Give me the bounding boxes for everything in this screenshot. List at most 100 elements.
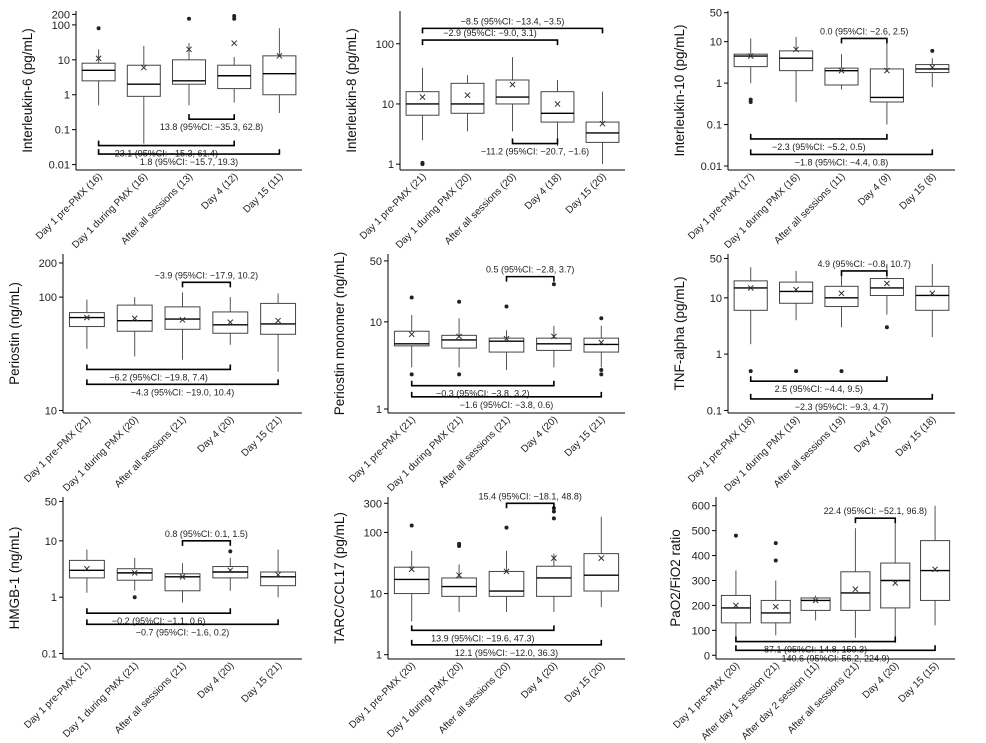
bracket-line (410, 639, 603, 646)
box-5 (260, 293, 297, 372)
box-iqr (488, 337, 525, 353)
outlier-point (599, 372, 604, 377)
outlier-point (551, 516, 556, 521)
mean-marker (456, 333, 463, 340)
box-4 (869, 263, 904, 330)
box-2 (116, 557, 153, 600)
comparison-bracket: −1.8 (95%CI: −4.4, 0.8) (749, 149, 934, 167)
comparison-bracket: −4.3 (95%CI: −19.0, 10.4) (86, 379, 279, 397)
y-tick-label: 50 (45, 496, 57, 508)
x-tick-label: Day 15 (8) (898, 171, 939, 212)
box-3 (164, 292, 201, 360)
mean-marker (503, 568, 510, 575)
comparison-label: 1.8 (95%CI: −15.7, 19.3) (140, 157, 238, 167)
box-2 (760, 541, 791, 636)
bracket-line (511, 138, 559, 145)
box-4 (869, 38, 904, 125)
mean-marker (186, 46, 192, 53)
outlier-point (132, 595, 137, 600)
bracket-line (421, 39, 559, 46)
y-tick-label: 10 (370, 589, 382, 601)
outlier-point (773, 541, 778, 546)
box-1 (81, 26, 116, 106)
box-4 (840, 528, 871, 638)
outlier-point (839, 369, 844, 374)
comparison-label: −1.8 (95%CI: −4.4, 0.8) (795, 157, 889, 167)
mean-marker (83, 565, 90, 572)
x-tick-label: Day 4 (20) (519, 660, 560, 701)
comparison-label: 2.5 (95%CI: −4.4, 9.5) (775, 384, 863, 394)
x-tick-label: Day 4 (20) (196, 414, 237, 455)
box-iqr (720, 594, 751, 624)
box-4 (536, 282, 572, 368)
outlier-point (409, 523, 414, 528)
y-tick-label: 0.01 (49, 160, 70, 172)
y-tick-label: 50 (710, 253, 722, 265)
comparison-label: −3.9 (95%CI: −17.9, 10.2) (155, 270, 259, 280)
box-2 (441, 541, 477, 612)
comparison-bracket: 23.1 (95%CI: −15.3, 61.4) (97, 140, 235, 159)
box-iqr (488, 570, 525, 597)
box-2 (779, 270, 814, 374)
box-4 (212, 297, 249, 345)
box-3 (488, 525, 525, 612)
bracket-line (188, 114, 235, 120)
box-iqr (68, 312, 105, 328)
comparison-bracket: 0.0 (95%CI: −2.6, 2.5) (820, 26, 908, 44)
outlier-point (748, 97, 753, 102)
bracket-line (735, 636, 897, 643)
box-iqr (260, 571, 297, 587)
box-5 (262, 28, 297, 114)
box-5 (583, 516, 620, 608)
x-tick-label: Day 4 (16) (852, 414, 893, 455)
comparison-bracket: −2.3 (95%CI: −9.3, 4.7) (749, 393, 934, 412)
mean-marker (732, 602, 739, 609)
box-iqr (840, 571, 871, 611)
mean-marker (747, 284, 754, 291)
mean-marker (838, 290, 845, 297)
outlier-point (773, 558, 778, 563)
x-tick-label: Day 15 (20) (564, 171, 609, 216)
mean-marker (838, 67, 845, 74)
comparison-label: −0.7 (95%CI: −1.6, 0.2) (136, 627, 230, 637)
box-iqr (585, 121, 620, 143)
comparison-label: 4.9 (95%CI: −0.8, 10.7) (818, 259, 911, 269)
comparison-label: −2.3 (95%CI: −9.3, 4.7) (795, 402, 889, 412)
box-5 (915, 263, 950, 338)
x-tick-label: After all sessions (21) (786, 660, 862, 736)
bracket-line (840, 270, 888, 276)
box-1 (733, 38, 768, 105)
x-tick-label: After day 2 session (11) (740, 660, 822, 742)
comparison-label: −11.2 (95%CI: −20.7, −1.6) (481, 147, 589, 157)
comparison-bracket: 0.8 (95%CI: 0.1, 1.5) (165, 529, 248, 546)
comparison-bracket: 4.9 (95%CI: −0.8, 10.7) (818, 259, 911, 276)
box-5 (585, 91, 620, 165)
x-tick-label: Day 15 (11) (241, 171, 285, 215)
comparison-label: −4.3 (95%CI: −19.0, 10.4) (131, 387, 235, 397)
comparison-label: −1.6 (95%CI: −3.8, 0.6) (460, 400, 554, 410)
y-tick-label: 50 (710, 8, 722, 20)
y-tick-label: 10 (45, 405, 57, 417)
mean-marker (503, 335, 510, 342)
box-iqr (824, 285, 859, 308)
bracket-line (97, 140, 235, 147)
y-tick-label: 10 (710, 37, 722, 49)
box-5 (915, 48, 950, 88)
x-tick-label: Day 4 (20) (519, 414, 560, 455)
y-tick-label: 10 (58, 55, 70, 67)
box-1 (393, 523, 430, 622)
comparison-label: −2.9 (95%CI: −9.0, 3.1) (443, 28, 537, 38)
mean-marker (883, 280, 890, 287)
y-tick-label: 500 (692, 526, 710, 538)
mean-marker (509, 81, 516, 88)
y-tick-label: 0 (704, 650, 710, 662)
y-tick-label: 10 (710, 293, 722, 305)
y-axis-title: TARC/CCL17 (pg/mL) (332, 512, 347, 644)
outlier-point (457, 299, 462, 304)
box-1 (393, 295, 430, 377)
box-iqr (393, 566, 430, 595)
box-iqr (779, 281, 814, 304)
